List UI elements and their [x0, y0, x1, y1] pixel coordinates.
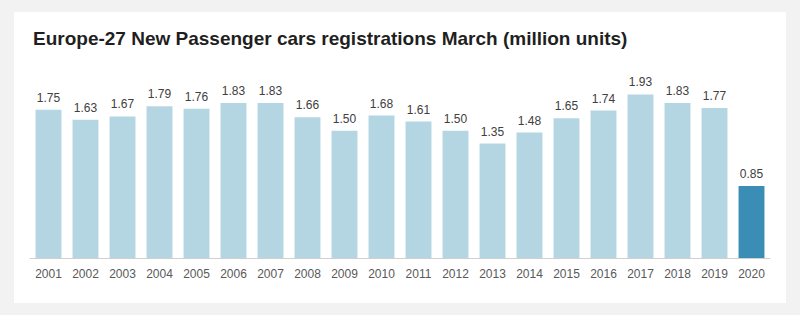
svg-text:1.48: 1.48 [518, 114, 542, 128]
svg-text:2003: 2003 [109, 267, 136, 281]
svg-text:1.35: 1.35 [481, 125, 505, 139]
svg-text:2008: 2008 [294, 267, 321, 281]
svg-text:1.83: 1.83 [259, 84, 283, 98]
svg-text:2019: 2019 [701, 267, 728, 281]
svg-text:2002: 2002 [72, 267, 99, 281]
svg-text:1.66: 1.66 [296, 98, 320, 112]
svg-text:1.74: 1.74 [592, 92, 616, 106]
svg-text:2004: 2004 [146, 267, 173, 281]
svg-text:Europe-27 New Passenger cars r: Europe-27 New Passenger cars registratio… [33, 28, 627, 49]
svg-text:1.75: 1.75 [37, 91, 61, 105]
svg-text:2018: 2018 [664, 267, 691, 281]
svg-text:2005: 2005 [183, 267, 210, 281]
svg-text:2014: 2014 [516, 267, 543, 281]
svg-text:1.93: 1.93 [629, 75, 653, 89]
svg-text:0.85: 0.85 [740, 167, 764, 181]
svg-text:1.50: 1.50 [444, 112, 468, 126]
svg-text:2011: 2011 [406, 267, 432, 281]
svg-text:1.67: 1.67 [111, 97, 135, 111]
svg-text:1.68: 1.68 [370, 97, 394, 111]
svg-text:1.50: 1.50 [333, 112, 357, 126]
svg-text:2006: 2006 [220, 267, 247, 281]
svg-text:2015: 2015 [553, 267, 580, 281]
svg-text:2017: 2017 [627, 267, 654, 281]
svg-text:2007: 2007 [257, 267, 284, 281]
svg-text:2001: 2001 [35, 267, 62, 281]
svg-text:1.61: 1.61 [407, 103, 431, 117]
svg-text:2009: 2009 [331, 267, 358, 281]
svg-text:2010: 2010 [368, 267, 395, 281]
svg-text:1.79: 1.79 [148, 87, 172, 101]
svg-text:1.65: 1.65 [555, 99, 579, 113]
svg-text:1.83: 1.83 [666, 84, 690, 98]
svg-text:2012: 2012 [442, 267, 469, 281]
svg-text:1.83: 1.83 [222, 84, 246, 98]
svg-text:1.77: 1.77 [703, 89, 727, 103]
svg-text:2013: 2013 [479, 267, 506, 281]
svg-text:2016: 2016 [590, 267, 617, 281]
svg-text:2020: 2020 [738, 267, 765, 281]
svg-text:1.76: 1.76 [185, 90, 209, 104]
svg-text:1.63: 1.63 [74, 101, 98, 115]
